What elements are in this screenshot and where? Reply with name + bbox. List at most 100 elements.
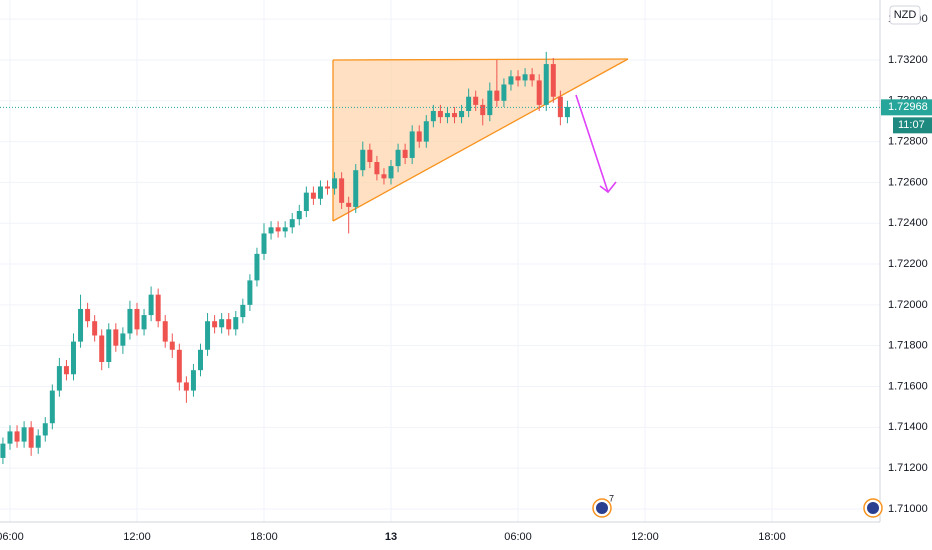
candle-body: [226, 319, 232, 330]
candle-body: [543, 64, 549, 105]
candle-body: [120, 333, 126, 346]
x-tick-label: 12:00: [631, 531, 659, 543]
candle-body: [134, 308, 140, 330]
candle-body: [522, 74, 528, 81]
currency: NZD: [894, 9, 917, 21]
candle-body: [437, 111, 443, 118]
candle-body: [317, 186, 323, 199]
candle-body: [183, 382, 189, 391]
candle-body: [127, 308, 133, 334]
candle-body: [325, 186, 331, 189]
candle-body: [113, 329, 119, 346]
candle-body: [56, 366, 62, 391]
candle-body: [339, 178, 345, 203]
candle-body: [42, 423, 48, 436]
candle-body: [353, 170, 359, 207]
forecast-arrow-head: [599, 181, 617, 194]
x-tick-label: 06:00: [0, 531, 24, 543]
candle-body: [247, 280, 253, 305]
wedge-top: [332, 58, 629, 61]
candle-body: [296, 211, 302, 220]
candle-body: [388, 166, 394, 179]
x-tick-label: 06:00: [504, 531, 532, 543]
candle-body: [494, 90, 500, 101]
candle-body: [240, 304, 246, 318]
x-tick-label: 18:00: [758, 531, 786, 543]
candle-body: [310, 192, 316, 199]
candle-body: [508, 76, 514, 85]
candle-body: [275, 227, 281, 232]
y-tick-label: 1.72000: [888, 299, 928, 311]
candle-body: [99, 335, 105, 363]
countdown-box: [893, 117, 932, 134]
candle-body: [402, 149, 408, 158]
candle-body: [289, 219, 295, 228]
candle-body: [452, 113, 458, 118]
y-tick-label: 1.73200: [888, 54, 928, 66]
candle-body: [381, 174, 387, 179]
candle-body: [282, 227, 288, 232]
candle-body: [176, 349, 182, 383]
candle-body: [557, 96, 563, 118]
forecast-arrow: [575, 94, 609, 193]
event-count: 7: [609, 493, 614, 503]
candle-body: [78, 308, 84, 342]
last-price-box: [881, 99, 932, 116]
candle-body: [85, 308, 91, 322]
candle-body: [28, 427, 34, 448]
candle-body: [374, 162, 380, 175]
candle-body: [303, 192, 309, 212]
candle-body: [63, 366, 69, 375]
candle-body: [148, 294, 154, 316]
candle-body: [564, 106, 570, 118]
candle-body: [550, 64, 556, 97]
x-tick-label: 13: [385, 531, 397, 543]
candle-body: [501, 84, 507, 101]
candle-body: [529, 74, 535, 81]
axes: [0, 0, 881, 523]
y-tick-label: 1.71000: [888, 503, 928, 515]
currency-box[interactable]: [889, 5, 921, 25]
candle-body: [367, 149, 373, 163]
candle-body: [21, 427, 27, 442]
candle-body: [0, 443, 6, 458]
candle-body: [7, 431, 13, 444]
x-tick-label: 18:00: [250, 531, 278, 543]
candle-body: [268, 227, 274, 234]
candle-body: [480, 104, 486, 116]
candle-body: [409, 131, 415, 158]
candle-body: [261, 233, 267, 254]
candle-body: [515, 76, 521, 81]
candle-body: [197, 349, 203, 371]
candle-body: [473, 96, 479, 105]
candle-body: [219, 319, 225, 328]
candle-body: [332, 178, 338, 189]
y-tick-label: 1.72200: [888, 258, 928, 270]
candle-body: [233, 317, 239, 330]
candle-body: [430, 111, 436, 122]
last-price-label: 1.72968: [888, 101, 928, 113]
y-tick-label: 1.71800: [888, 340, 928, 352]
wedge-bottom: [332, 58, 629, 222]
candle-body: [423, 121, 429, 142]
candle-body: [459, 111, 465, 118]
candle-body: [14, 431, 20, 442]
candle-body: [360, 149, 366, 171]
candle-body: [169, 341, 175, 350]
y-tick-label: 1.71200: [888, 462, 928, 474]
candle-body: [35, 435, 41, 448]
candle-body: [162, 321, 168, 342]
event-icon-flag: [867, 502, 879, 514]
y-tick-label: 1.72400: [888, 217, 928, 229]
y-tick-label: 1.72600: [888, 176, 928, 188]
candle-body: [416, 131, 422, 142]
candle-body: [190, 370, 196, 391]
candle-body: [92, 321, 98, 336]
candle-body: [536, 80, 542, 105]
x-tick-label: 12:00: [123, 531, 151, 543]
candle-body: [141, 315, 147, 330]
candle-body: [212, 321, 218, 328]
y-tick-label: 1.71600: [888, 380, 928, 392]
y-tick-label: 1.72800: [888, 136, 928, 148]
